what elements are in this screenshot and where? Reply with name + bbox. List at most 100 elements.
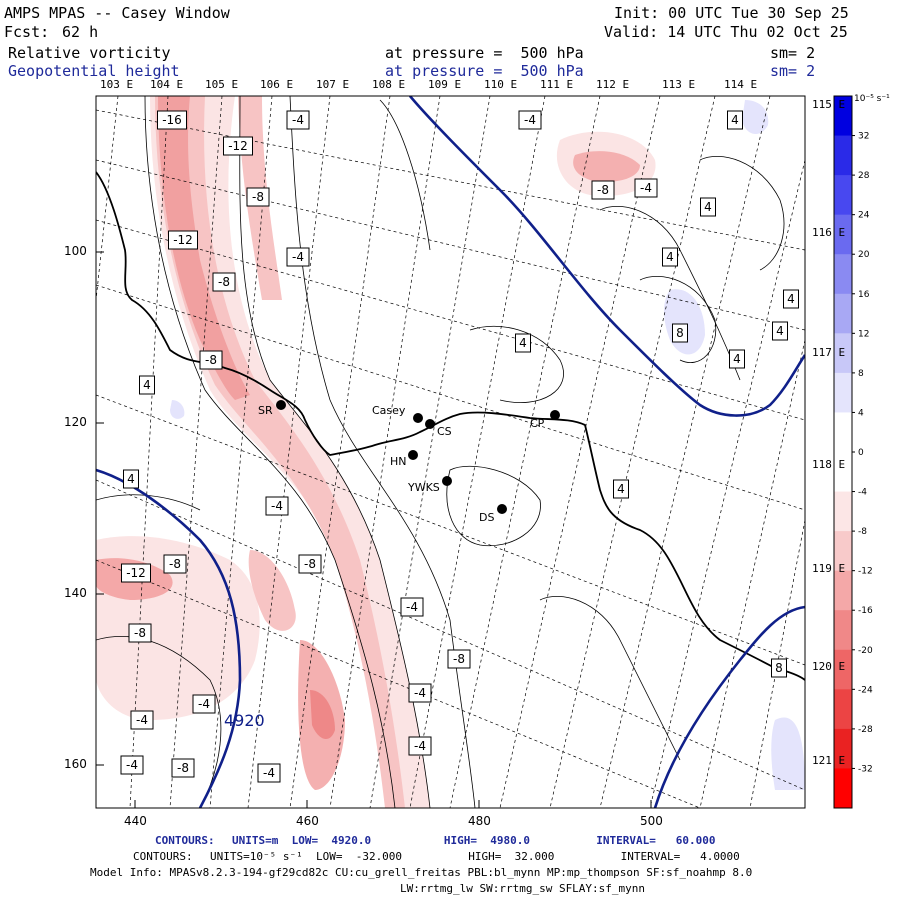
right-lon-label: 115 E [812,98,846,111]
colorbar-label: -32 [858,764,873,774]
contour-label-text: -12 [228,139,248,153]
colorbar-swatch [834,728,852,769]
station-label: Casey [372,404,406,417]
top-lon-label: 107 E [316,78,350,91]
contour-label-text: -4 [271,499,283,513]
footer-physics-info: LW:rrtmg_lw SW:rrtmg_sw SFLAY:sf_mynn [400,882,646,895]
colorbar-swatch [834,649,852,690]
top-lon-label: 104 E [150,78,184,91]
right-lon-label: 120 E [812,660,846,673]
contour-label-box [771,658,787,678]
contour-label-text: -4 [640,181,652,195]
footer-height-info: UNITS=m LOW= 4920.0 HIGH= 4980.0 INTERVA… [232,834,716,847]
contour-label-box [286,110,310,130]
contour-label-text: 4 [731,113,739,127]
colorbar-label: 12 [858,329,869,339]
contour-label-box [199,350,223,370]
contour-label-text: -16 [162,113,182,127]
colorbar-label: -8 [858,527,867,537]
contour-label-box [257,763,281,783]
colorbar-swatch [834,768,852,809]
colorbar-swatch [834,333,852,374]
contour-label-box [518,110,542,130]
contour-label-text: -8 [177,761,189,775]
colorbar-label: -20 [858,646,873,656]
contour-label-text: -4 [406,600,418,614]
station-label: SR [258,404,273,417]
colorbar-swatch [834,452,852,493]
contour-label-box [613,479,629,499]
init-time: Init: 00 UTC Tue 30 Sep 25 [614,4,849,22]
contour-label-box [123,469,139,489]
top-lon-label: 112 E [596,78,630,91]
contour-label-box [121,563,151,583]
colorbar-label: 20 [858,250,870,260]
colorbar-swatch [834,491,852,532]
y-tick-label: 100 [64,244,87,258]
top-lon-label: 108 E [372,78,406,91]
station-label: YWKS [407,481,440,494]
y-tick-label: 140 [64,586,87,600]
colorbar-units: 10⁻⁵ s⁻¹ [854,94,890,104]
contour-label-box [246,187,270,207]
y-tick-label: 160 [64,757,87,771]
contour-label-box [672,323,688,343]
colorbar-label: -28 [858,725,873,735]
field1-pressure: at pressure = 500 hPa [385,44,584,62]
contour-label-box [729,349,745,369]
colorbar-swatch [834,293,852,334]
contour-label-box [192,694,216,714]
contour-label-box [139,375,155,395]
top-lon-label: 109 E [428,78,462,91]
field2-pressure: at pressure = 500 hPa [385,62,584,80]
contour-label-text: 4 [787,292,795,306]
station-marker [497,504,507,514]
contour-label-text: -4 [126,758,138,772]
colorbar-swatch [834,531,852,572]
colorbar-label: 32 [858,132,869,142]
contour-label-box [212,272,236,292]
x-tick-label: 500 [640,814,663,828]
contour-label-box [157,110,187,130]
contour-label-box [400,597,424,617]
contour-label-text: 4 [127,472,135,486]
contour-label-box [700,197,716,217]
y-tick-label: 120 [64,415,87,429]
station-label: DS [479,511,494,524]
right-lon-label: 121 E [812,754,846,767]
contour-label-text: 4 [143,378,151,392]
contour-label-box [783,289,799,309]
plot-title: AMPS MPAS -- Casey Window [4,4,230,22]
colorbar-label: -12 [858,567,873,577]
colorbar-label: 28 [858,171,870,181]
contour-label-text: 4 [733,352,741,366]
right-lon-label: 117 E [812,346,846,359]
contour-label-text: 4 [519,336,527,350]
contour-label-text: -12 [173,233,193,247]
top-lon-label: 111 E [540,78,574,91]
top-lon-label: 110 E [484,78,518,91]
contour-label-box [515,333,531,353]
contour-label-text: -4 [198,697,210,711]
footer-vort-info: UNITS=10⁻⁵ s⁻¹ LOW= -32.000 HIGH= 32.000… [210,850,740,863]
station-marker [442,476,452,486]
field1-smooth: sm= 2 [770,44,816,62]
contour-label-box [772,321,788,341]
colorbar-label: -4 [858,488,867,498]
contour-label-box [168,230,198,250]
contour-label-box [286,247,310,267]
contour-label-box [591,180,615,200]
contour-label-text: -8 [134,626,146,640]
contour-label-text: -8 [304,557,316,571]
top-lon-label: 106 E [260,78,294,91]
top-lon-label: 103 E [100,78,134,91]
colorbar-swatch [834,412,852,453]
x-tick-label: 480 [468,814,491,828]
contour-label-text: 4 [704,200,712,214]
field1-name: Relative vorticity [8,44,171,62]
contour-label-box [130,710,154,730]
contour-label-text: 8 [676,326,684,340]
contour-label-text: -4 [524,113,536,127]
contour-label-text: -8 [205,353,217,367]
